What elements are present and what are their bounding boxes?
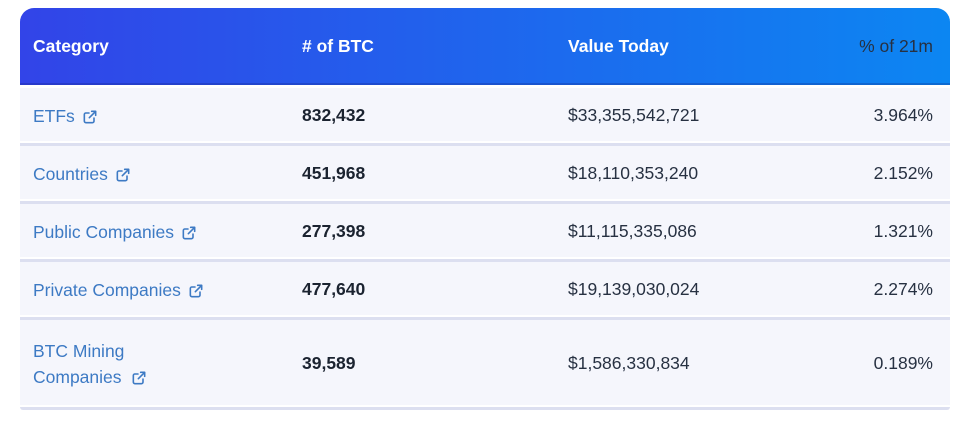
- table-row: Public Companies 277,398 $11,115,335,086…: [20, 204, 950, 262]
- pct-of-21m: 3.964%: [873, 105, 933, 125]
- pct-of-21m: 0.189%: [873, 353, 933, 373]
- category-label: Countries: [33, 163, 108, 184]
- table-row: Countries 451,968 $18,110,353,240 2.152%: [20, 146, 950, 204]
- external-link-icon: [182, 226, 196, 239]
- btc-amount: 451,968: [302, 163, 366, 183]
- value-today: $11,115,335,086: [568, 221, 697, 241]
- table-header-row: Category # of BTC Value Today % of 21m: [20, 8, 950, 85]
- value-today: $19,139,030,024: [568, 279, 700, 299]
- value-today: $18,110,353,240: [568, 163, 699, 183]
- table-body: ETFs 832,432 $33,355,542,721 3.964% Coun…: [20, 88, 950, 410]
- pct-of-21m: 2.152%: [873, 163, 933, 183]
- external-link-icon: [132, 371, 146, 384]
- category-label: Public Companies: [33, 221, 175, 242]
- column-header-value-today: Value Today: [568, 36, 669, 56]
- category-link[interactable]: BTC Mining Companies: [33, 338, 147, 390]
- external-link-icon: [83, 110, 97, 123]
- column-header-pct-of-21m: % of 21m: [859, 36, 933, 56]
- btc-amount: 477,640: [302, 279, 366, 299]
- table-row: Private Companies 477,640 $19,139,030,02…: [20, 262, 950, 320]
- category-link[interactable]: ETFs: [33, 103, 98, 129]
- category-label: Private Companies: [33, 279, 181, 300]
- btc-amount: 832,432: [302, 105, 366, 125]
- pct-of-21m: 1.321%: [873, 221, 933, 241]
- column-header-category: Category: [33, 36, 109, 56]
- external-link-icon: [116, 168, 130, 181]
- category-link[interactable]: Countries: [33, 161, 131, 187]
- btc-amount: 39,589: [302, 353, 356, 373]
- category-link[interactable]: Private Companies: [33, 277, 204, 303]
- category-label: BTC Mining Companies: [33, 340, 125, 387]
- pct-of-21m: 2.274%: [873, 279, 933, 299]
- value-today: $1,586,330,834: [568, 353, 690, 373]
- column-header-btc: # of BTC: [302, 36, 374, 56]
- value-today: $33,355,542,721: [568, 105, 700, 125]
- table-row: ETFs 832,432 $33,355,542,721 3.964%: [20, 88, 950, 146]
- category-label: ETFs: [33, 105, 75, 126]
- btc-holdings-table: Category # of BTC Value Today % of 21m E…: [20, 8, 950, 410]
- category-link[interactable]: Public Companies: [33, 219, 197, 245]
- btc-amount: 277,398: [302, 221, 366, 241]
- table-row: BTC Mining Companies 39,589 $1,586,330,8…: [20, 320, 950, 410]
- external-link-icon: [189, 284, 203, 297]
